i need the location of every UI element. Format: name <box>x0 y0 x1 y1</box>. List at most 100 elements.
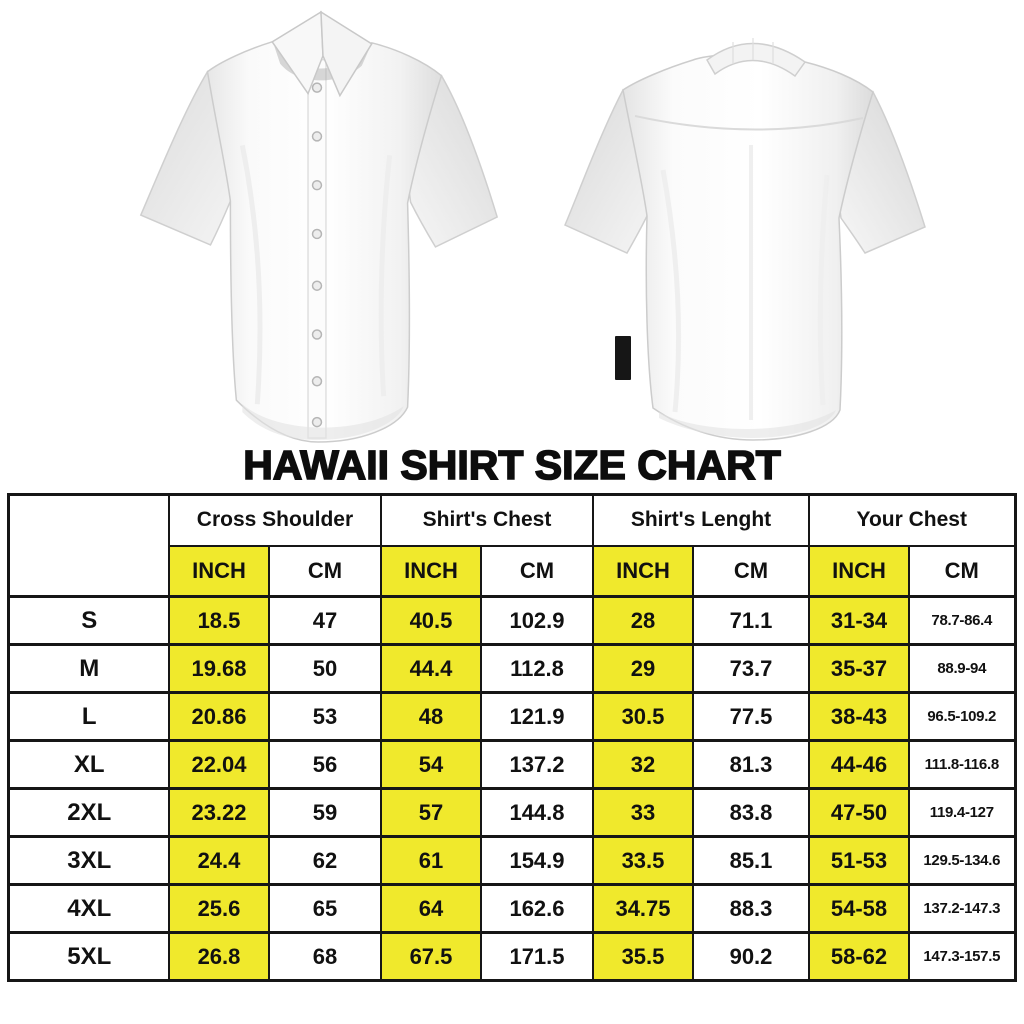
page-title: HAWAII SHIRT SIZE CHART <box>242 442 781 488</box>
inch-value-cell: 29 <box>591 643 694 694</box>
inch-value-cell: 33 <box>591 787 694 838</box>
size-label: M <box>7 643 170 694</box>
back-torso <box>622 53 874 441</box>
table-row: XL 22.04 56 54 137.2 32 81.3 44-46 111.8-116.8 <box>7 739 1016 790</box>
size-label: 4XL <box>7 883 170 934</box>
inch-value-cell: 58-62 <box>808 931 910 982</box>
cm-value-cell: 96.5-109.2 <box>908 691 1016 742</box>
cm-value-cell: 81.3 <box>691 739 811 790</box>
unit-header-cm: CM <box>908 544 1016 598</box>
size-label: 2XL <box>7 787 170 838</box>
group-header-shirts-lenght: Shirt's Lenght <box>591 493 811 547</box>
unit-header-cm: CM <box>691 544 811 598</box>
cm-value-cell: 137.2-147.3 <box>908 883 1016 934</box>
cm-value-cell: 85.1 <box>691 835 811 886</box>
cm-value-cell: 147.3-157.5 <box>908 931 1016 982</box>
inch-value-cell: 32 <box>591 739 694 790</box>
unit-header-row: INCH CM INCH CM INCH CM INCH CM <box>9 544 1016 598</box>
cm-value-cell: 102.9 <box>479 595 594 646</box>
cm-value-cell: 88.9-94 <box>908 643 1016 694</box>
cm-value-cell: 119.4-127 <box>908 787 1016 838</box>
inch-value-cell: 22.04 <box>167 739 270 790</box>
unit-header-inch: INCH <box>167 544 270 598</box>
cm-value-cell: 53 <box>267 691 382 742</box>
group-header-your-chest: Your Chest <box>808 493 1016 547</box>
cm-value-cell: 83.8 <box>691 787 811 838</box>
back-yoke-seam <box>634 115 864 131</box>
cm-value-cell: 77.5 <box>691 691 811 742</box>
cm-value-cell: 59 <box>267 787 382 838</box>
size-label: S <box>7 595 170 646</box>
inch-value-cell: 33.5 <box>591 835 694 886</box>
back-collar-band <box>706 42 807 78</box>
table-row: S 18.5 47 40.5 102.9 28 71.1 31-34 78.7-86.4 <box>7 595 1016 646</box>
unit-header-inch: INCH <box>591 544 694 598</box>
inch-value-cell: 25.6 <box>167 883 270 934</box>
cm-value-cell: 88.3 <box>691 883 811 934</box>
inch-value-cell: 19.68 <box>167 643 270 694</box>
table-row: 2XL 23.22 59 57 144.8 33 83.8 47-50 119.4-127 <box>7 787 1016 838</box>
inch-value-cell: 61 <box>379 835 482 886</box>
cm-value-cell: 50 <box>267 643 382 694</box>
inch-value-cell: 38-43 <box>808 691 910 742</box>
unit-header-cm: CM <box>267 544 382 598</box>
inch-value-cell: 54-58 <box>808 883 910 934</box>
group-header-shirts-chest: Shirt's Chest <box>379 493 594 547</box>
cm-value-cell: 90.2 <box>691 931 811 982</box>
unit-header-cm: CM <box>479 544 594 598</box>
inch-value-cell: 44.4 <box>379 643 482 694</box>
size-table-body: S 18.5 47 40.5 102.9 28 71.1 31-34 78.7-86.4 M 19.… <box>7 595 1016 982</box>
inch-value-cell: 24.4 <box>167 835 270 886</box>
back-hem-tag <box>615 336 631 380</box>
size-label: 3XL <box>7 835 170 886</box>
inch-value-cell: 26.8 <box>167 931 270 982</box>
cm-value-cell: 137.2 <box>479 739 594 790</box>
inch-value-cell: 64 <box>379 883 482 934</box>
table-row: 5XL 26.8 68 67.5 171.5 35.5 90.2 58-62 147.3-157… <box>7 931 1016 982</box>
group-header-row: Cross Shoulder Shirt's Chest Shirt's Len… <box>7 493 1016 598</box>
cm-value-cell: 111.8-116.8 <box>908 739 1016 790</box>
table-row: M 19.68 50 44.4 112.8 29 73.7 35-37 88.9-94 <box>7 643 1016 694</box>
table-row: 4XL 25.6 65 64 162.6 34.75 88.3 54-58 137.2-147.… <box>7 883 1016 934</box>
cm-value-cell: 78.7-86.4 <box>908 595 1016 646</box>
front-buttons <box>311 82 323 428</box>
cm-value-cell: 56 <box>267 739 382 790</box>
cm-value-cell: 144.8 <box>479 787 594 838</box>
size-column-header <box>7 493 170 598</box>
shirts-section <box>0 0 1024 443</box>
inch-value-cell: 44-46 <box>808 739 910 790</box>
inch-value-cell: 40.5 <box>379 595 482 646</box>
inch-value-cell: 30.5 <box>591 691 694 742</box>
inch-value-cell: 23.22 <box>167 787 270 838</box>
shirt-front-image <box>139 10 499 443</box>
cm-value-cell: 62 <box>267 835 382 886</box>
unit-header-inch: INCH <box>379 544 482 598</box>
inch-value-cell: 48 <box>379 691 482 742</box>
group-header-cross-shoulder: Cross Shoulder <box>167 493 382 547</box>
cm-value-cell: 68 <box>267 931 382 982</box>
inch-value-cell: 35.5 <box>591 931 694 982</box>
cm-value-cell: 112.8 <box>479 643 594 694</box>
table-row: 3XL 24.4 62 61 154.9 33.5 85.1 51-53 129.5-134.6 <box>7 835 1016 886</box>
inch-value-cell: 34.75 <box>591 883 694 934</box>
inch-value-cell: 47-50 <box>808 787 910 838</box>
inch-value-cell: 67.5 <box>379 931 482 982</box>
inch-value-cell: 51-53 <box>808 835 910 886</box>
inch-value-cell: 28 <box>591 595 694 646</box>
inch-value-cell: 35-37 <box>808 643 910 694</box>
size-label: 5XL <box>7 931 170 982</box>
unit-header-inch: INCH <box>808 544 910 598</box>
table-row: L 20.86 53 48 121.9 30.5 77.5 38-43 96.5-109.2 <box>7 691 1016 742</box>
inch-value-cell: 18.5 <box>167 595 270 646</box>
cm-value-cell: 121.9 <box>479 691 594 742</box>
front-collar-right <box>320 10 373 98</box>
size-label: L <box>7 691 170 742</box>
size-label: XL <box>7 739 170 790</box>
inch-value-cell: 31-34 <box>808 595 910 646</box>
size-chart-table: Cross Shoulder Shirt's Chest Shirt's Len… <box>7 493 1017 982</box>
cm-value-cell: 154.9 <box>479 835 594 886</box>
cm-value-cell: 171.5 <box>479 931 594 982</box>
inch-value-cell: 20.86 <box>167 691 270 742</box>
shirt-back-image <box>564 38 926 441</box>
